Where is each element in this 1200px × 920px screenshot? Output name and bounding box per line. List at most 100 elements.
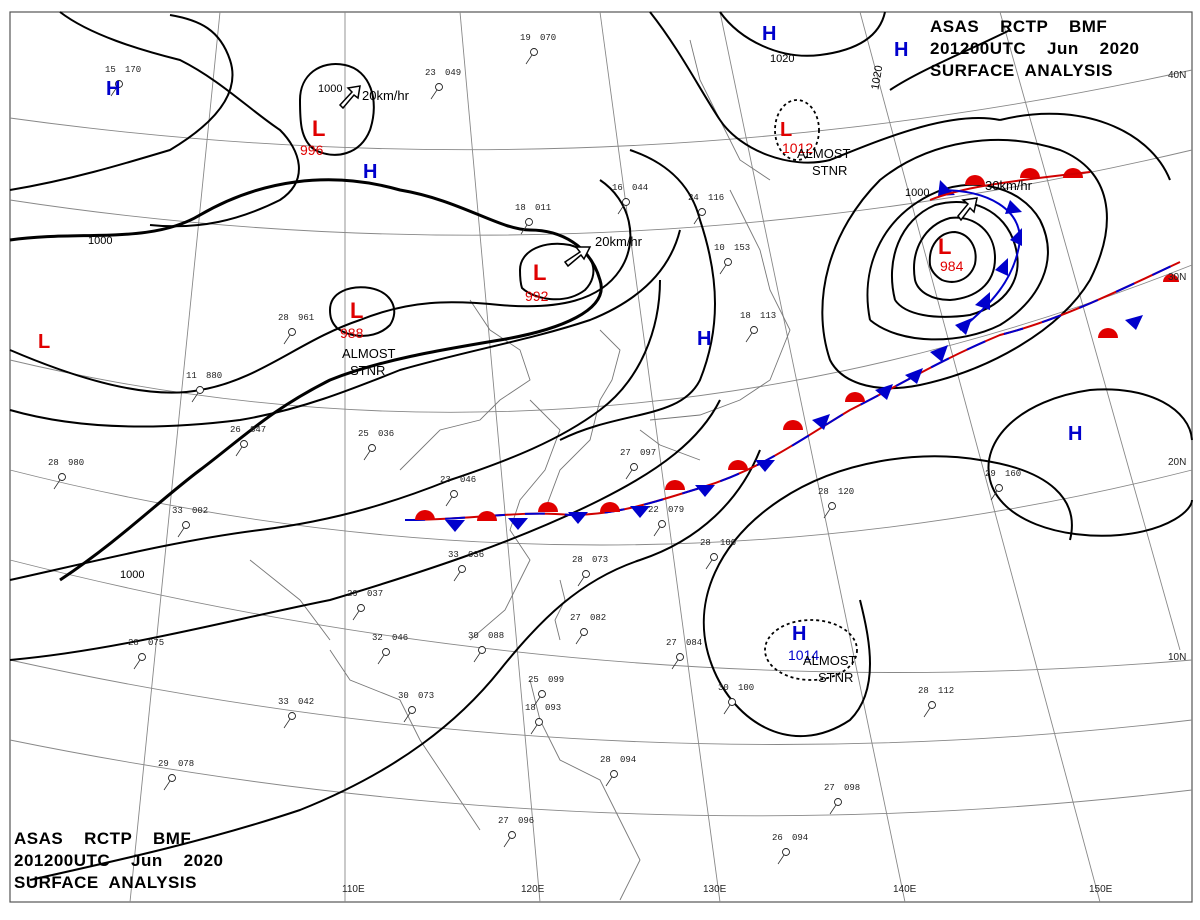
- station-pressure: 961: [298, 313, 314, 323]
- station-pressure: 046: [392, 633, 408, 643]
- station-plot: 23 046: [440, 475, 476, 507]
- station-pressure: 036: [378, 429, 394, 439]
- station-pressure: 079: [668, 505, 684, 515]
- station-pressure: 037: [367, 589, 383, 599]
- motion-label: 20km/hr: [362, 88, 410, 103]
- station-pressure: 096: [518, 816, 534, 826]
- station-temperature: 26: [230, 425, 241, 435]
- station-circle: [580, 628, 588, 636]
- station-plot: 28 980: [48, 458, 84, 490]
- station-circle: [382, 648, 390, 656]
- station-temperature: 28: [48, 458, 59, 468]
- station-plot: 23 049: [425, 68, 461, 100]
- low-center-value: 988: [340, 325, 364, 341]
- station-plot: 30 088: [468, 631, 504, 663]
- station-temperature: 10: [714, 243, 725, 253]
- low-center-l: L: [533, 260, 546, 285]
- station-plot: 25 099: [528, 675, 564, 707]
- station-circle: [168, 774, 176, 782]
- station-temperature: 18: [740, 311, 751, 321]
- lon-label: 130E: [703, 884, 727, 895]
- motion-label: 20km/hr: [595, 234, 643, 249]
- station-pressure: 880: [206, 371, 222, 381]
- station-temperature: 33: [278, 697, 289, 707]
- station-temperature: 18: [525, 703, 536, 713]
- station-temperature: 23: [425, 68, 436, 78]
- station-pressure: 044: [632, 183, 648, 193]
- station-plot: 18 113: [740, 311, 776, 343]
- station-circle: [834, 798, 842, 806]
- station-pressure: 153: [734, 243, 750, 253]
- station-circle: [728, 698, 736, 706]
- station-plot: 16 044: [612, 183, 648, 215]
- station-temperature: 30: [718, 683, 729, 693]
- station-plot: 26 847: [230, 425, 266, 457]
- high-center-h: H: [762, 23, 776, 45]
- station-pressure: 116: [708, 193, 724, 203]
- station-plot: 27 097: [620, 448, 656, 480]
- station-plot: 28 073: [572, 555, 608, 587]
- station-pressure: 094: [792, 833, 808, 843]
- station-temperature: 15: [105, 65, 116, 75]
- isobar-label: 1000: [88, 235, 112, 247]
- annotations: 20km/hr 20km/hr 30km/hr ALMOST STNR ALMO…: [342, 88, 1033, 685]
- front-warm-semicircles: [415, 168, 1179, 521]
- high-center-h: H: [792, 623, 806, 645]
- station-circle: [782, 848, 790, 856]
- station-circle: [538, 690, 546, 698]
- station-pressure: 100: [720, 538, 736, 548]
- station-temperature: 28: [918, 686, 929, 696]
- coordinate-labels: 110E 120E 130E 140E 150E 40N 30N 20N 10N: [342, 70, 1186, 895]
- stnr-note-almost: ALMOST: [342, 346, 396, 361]
- station-circle: [458, 565, 466, 573]
- station-circle: [995, 484, 1003, 492]
- station-pressure: 082: [590, 613, 606, 623]
- low-center-value: 992: [525, 288, 549, 304]
- station-temperature: 28: [572, 555, 583, 565]
- station-circle: [535, 718, 543, 726]
- header-line-1: ASAS RCTP BMF: [930, 17, 1108, 36]
- station-plot: 32 046: [372, 633, 408, 665]
- low-center-l: L: [350, 298, 363, 323]
- station-pressure: 112: [938, 686, 954, 696]
- station-circle: [182, 521, 190, 529]
- station-circle: [58, 473, 66, 481]
- station-circle: [288, 328, 296, 336]
- station-circle: [676, 653, 684, 661]
- chart-header-bottom: ASAS RCTP BMF 201200UTC Jun 2020 SURFACE…: [14, 828, 224, 894]
- stationary-front: [404, 261, 1181, 521]
- station-plot: 28 075: [128, 638, 164, 670]
- station-plot: 33 036: [448, 550, 484, 582]
- low-center-value: 996: [300, 142, 324, 158]
- station-temperature: 11: [186, 371, 197, 381]
- header-line-3: SURFACE ANALYSIS: [14, 873, 197, 892]
- station-plot: 29 160: [985, 469, 1021, 501]
- station-plot: 29 037: [347, 589, 383, 621]
- isobar-label: 1020: [869, 65, 885, 91]
- station-pressure: 097: [640, 448, 656, 458]
- station-circle: [582, 570, 590, 578]
- station-temperature: 22: [648, 505, 659, 515]
- station-temperature: 19: [520, 33, 531, 43]
- station-circle: [357, 604, 365, 612]
- station-pressure: 113: [760, 311, 776, 321]
- isobar-label: 1000: [120, 569, 144, 581]
- station-temperature: 33: [448, 550, 459, 560]
- station-plot: 33 042: [278, 697, 314, 729]
- station-plot: 30 073: [398, 691, 434, 723]
- station-plot: 22 079: [648, 505, 684, 537]
- low-center-l: L: [938, 234, 951, 259]
- high-center-h: H: [1068, 423, 1082, 445]
- station-plot: 18 011: [515, 203, 551, 235]
- station-circle: [196, 386, 204, 394]
- station-circle: [928, 701, 936, 709]
- station-circle: [478, 646, 486, 654]
- station-temperature: 27: [824, 783, 835, 793]
- station-plot: 15 170: [105, 65, 141, 97]
- station-temperature: 27: [666, 638, 677, 648]
- station-pressure: 100: [738, 683, 754, 693]
- motion-label: 30km/hr: [985, 178, 1033, 193]
- station-pressure: 099: [548, 675, 564, 685]
- lon-label: 110E: [342, 884, 365, 895]
- station-temperature: 29: [158, 759, 169, 769]
